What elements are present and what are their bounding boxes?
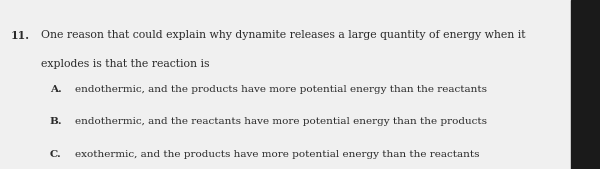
Bar [571,0,600,169]
Text: One reason that could explain why dynamite releases a large quantity of energy w: One reason that could explain why dynami… [41,30,526,40]
Text: C.: C. [50,150,62,159]
Text: exothermic, and the products have more potential energy than the reactants: exothermic, and the products have more p… [75,150,479,159]
Text: explodes is that the reaction is: explodes is that the reaction is [41,59,209,69]
Text: 11.: 11. [11,30,30,41]
Text: B.: B. [50,117,62,126]
Text: endothermic, and the products have more potential energy than the reactants: endothermic, and the products have more … [75,84,487,93]
Text: endothermic, and the reactants have more potential energy than the products: endothermic, and the reactants have more… [75,117,487,126]
Text: A.: A. [50,84,62,93]
